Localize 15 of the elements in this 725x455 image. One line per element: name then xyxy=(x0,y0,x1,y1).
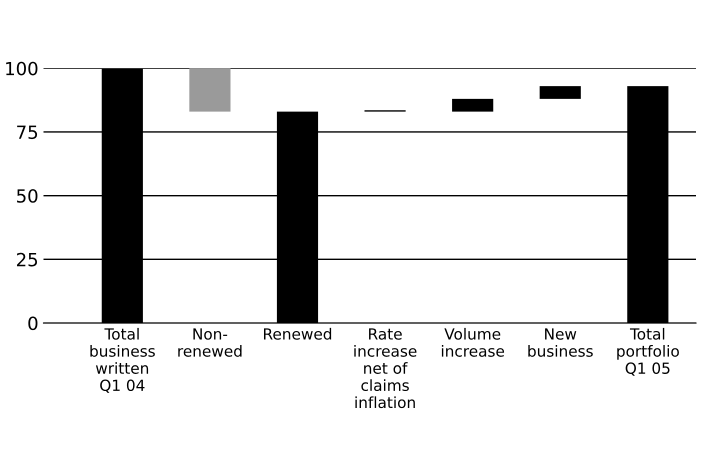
y-tick-label: 25 xyxy=(16,252,38,266)
x-tick-label: New business xyxy=(528,328,593,357)
x-tick-label: Total portfolio Q1 05 xyxy=(617,328,679,376)
bar xyxy=(452,98,494,112)
y-tick-label: 0 xyxy=(28,316,38,330)
bar xyxy=(540,86,581,99)
y-tick-label: 75 xyxy=(17,126,38,140)
x-tick-label: Total business written Q1 04 xyxy=(90,328,155,393)
x-tick-label: Renewed xyxy=(264,328,332,340)
y-tick-label: 50 xyxy=(17,189,38,203)
x-tick-label: Non- renewed xyxy=(178,328,242,357)
bar xyxy=(189,68,230,112)
y-tick-label: 100 xyxy=(6,62,38,76)
x-tick-label: Rate increase net of claims inflation xyxy=(354,328,416,408)
x-tick-label: Volume increase xyxy=(442,328,504,357)
